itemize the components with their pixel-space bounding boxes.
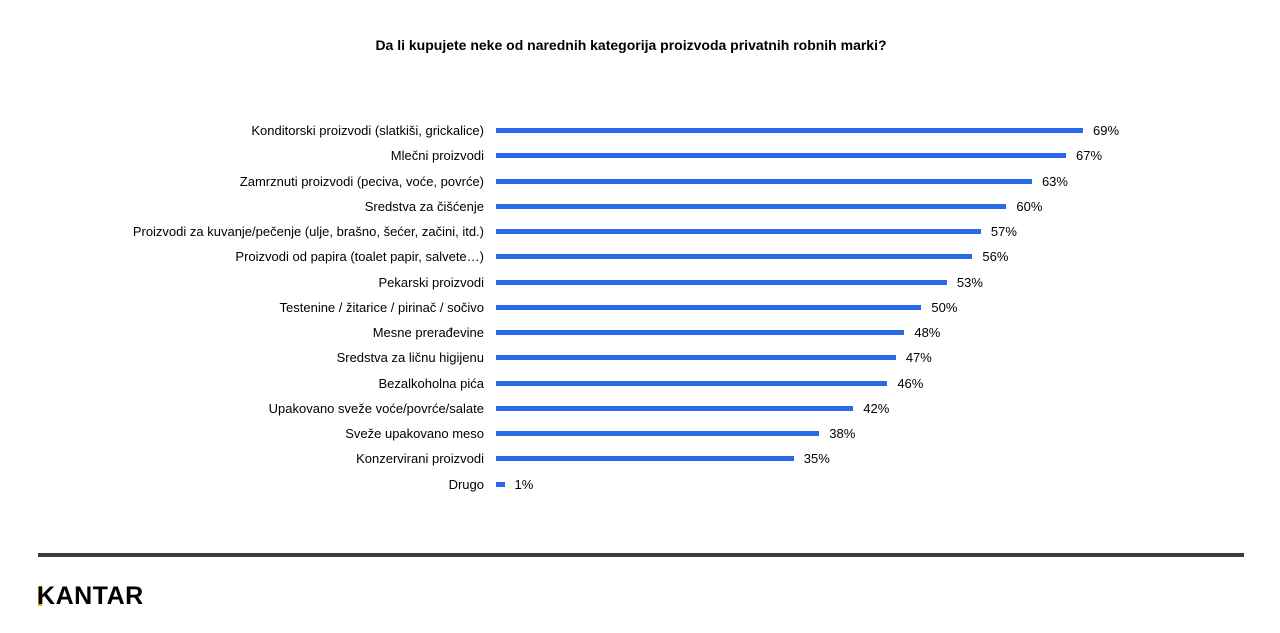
category-label: Proizvodi od papira (toalet papir, salve…	[235, 249, 484, 265]
bar	[496, 203, 1007, 209]
bar-row: Zamrznuti proizvodi (peciva, voće, povrć…	[0, 169, 1280, 194]
value-label: 69%	[1093, 123, 1120, 138]
bar-row: Proizvodi od papira (toalet papir, salve…	[0, 244, 1280, 269]
category-label: Drugo	[448, 476, 484, 492]
bar-row: Pekarski proizvodi 53%	[0, 270, 1280, 295]
bar	[496, 405, 854, 411]
bar	[496, 178, 1032, 184]
value-label: 67%	[1075, 148, 1103, 164]
category-label: Pekarski proizvodi	[378, 274, 485, 290]
bar-row: Drugo 1%	[0, 472, 1280, 497]
bar	[496, 380, 888, 386]
bar	[496, 355, 896, 361]
value-label: 47%	[905, 350, 932, 366]
value-label: 56%	[982, 249, 1009, 265]
value-label: 60%	[1016, 198, 1043, 214]
logo-text: ANTAR	[55, 581, 144, 610]
chart-title: Da li kupujete neke od narednih kategori…	[375, 37, 887, 53]
bar	[496, 481, 505, 487]
bar-row: Proizvodi za kuvanje/pečenje (ulje, braš…	[0, 219, 1280, 244]
bar	[496, 254, 973, 260]
bar-row: Konzervirani proizvodi 35%	[0, 446, 1280, 471]
bar-row: Sredstva za čišćenje 60%	[0, 194, 1280, 219]
category-label: Upakovano sveže voće/povrće/salate	[268, 400, 484, 416]
value-label: 63%	[1041, 173, 1068, 189]
kantar-logo: K ANTAR	[37, 581, 144, 610]
bar	[496, 279, 947, 285]
bar-row: Mlečni proizvodi 67%	[0, 143, 1280, 168]
value-label: 53%	[956, 274, 983, 290]
value-label: 46%	[897, 375, 924, 391]
bar	[496, 330, 905, 335]
bar	[496, 431, 820, 436]
category-label: Sredstva za čišćenje	[364, 198, 484, 214]
bar	[496, 229, 981, 234]
bar-row: Sveže upakovano meso 38%	[0, 421, 1280, 446]
category-label: Sveže upakovano meso	[345, 426, 484, 441]
footer-divider	[38, 553, 1244, 557]
value-label: 42%	[863, 400, 890, 416]
bar	[496, 304, 922, 310]
logo-k: K	[37, 581, 56, 610]
bar	[496, 456, 794, 462]
category-label: Bezalkoholna pića	[378, 375, 484, 391]
value-label: 50%	[931, 299, 958, 315]
bar-row: Sredstva za ličnu higijenu 47%	[0, 345, 1280, 370]
category-label: Konzervirani proizvodi	[356, 451, 484, 467]
category-label: Zamrznuti proizvodi (peciva, voće, povrć…	[239, 173, 484, 189]
category-label: Sredstva za ličnu higijenu	[336, 350, 484, 366]
bar-row: Bezalkoholna pića 46%	[0, 371, 1280, 396]
value-label: 38%	[829, 426, 856, 441]
bar	[496, 128, 1083, 133]
category-label: Konditorski proizvodi (slatkiši, grickal…	[251, 123, 484, 138]
category-label: Mesne prerađevine	[372, 325, 484, 340]
category-label: Mlečni proizvodi	[390, 148, 484, 164]
value-label: 1%	[514, 476, 534, 492]
bar-row: Testenine / žitarice / pirinač / sočivo 5…	[0, 295, 1280, 320]
value-label: 57%	[990, 224, 1017, 239]
value-label: 48%	[914, 325, 941, 340]
value-label: 35%	[803, 451, 830, 467]
category-label: Proizvodi za kuvanje/pečenje (ulje, braš…	[132, 224, 484, 239]
bar-row: Mesne prerađevine 48%	[0, 320, 1280, 345]
category-label: Testenine / žitarice / pirinač / sočivo	[279, 299, 484, 315]
bar	[496, 153, 1066, 159]
bar-row: Konditorski proizvodi (slatkiši, grickal…	[0, 118, 1280, 143]
bar-row: Upakovano sveže voće/povrće/salate 42%	[0, 396, 1280, 421]
bar-chart: Konditorski proizvodi (slatkiši, grickal…	[0, 118, 1280, 498]
